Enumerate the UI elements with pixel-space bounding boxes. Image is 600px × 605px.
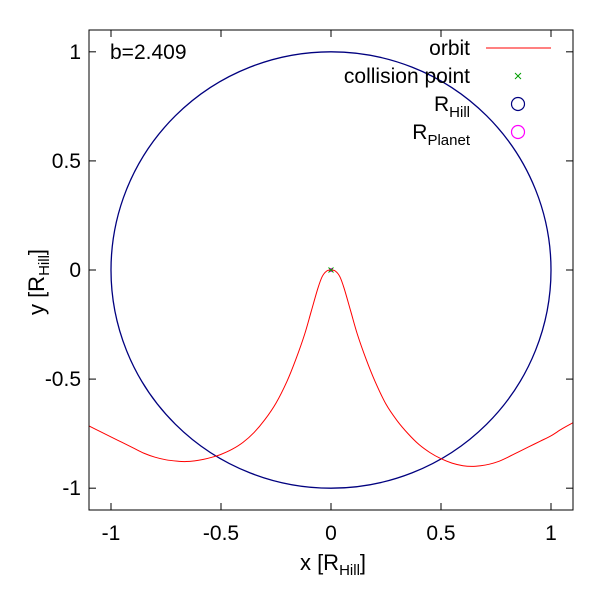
- y-tick-label: 0: [69, 259, 81, 282]
- legend-circle-sample: [510, 124, 526, 140]
- legend-label: RPlanet: [412, 121, 471, 149]
- legend-label: RHill: [434, 93, 470, 121]
- x-axis-label: x [RHill]: [300, 550, 366, 579]
- x-tick-label: 0.5: [426, 522, 455, 545]
- legend-label-sub: Planet: [427, 132, 470, 149]
- legend-item-collision: collision point: [344, 65, 522, 88]
- y-tick-label: -0.5: [45, 368, 81, 391]
- legend-item-planet: RPlanet: [412, 121, 526, 149]
- legend-label-sub: Hill: [449, 104, 470, 121]
- x-tick-label: -1: [102, 522, 121, 545]
- annotation-b: b=2.409: [110, 41, 187, 64]
- plot-content: [89, 51, 573, 489]
- legend-item-orbit: orbit: [429, 37, 551, 60]
- legend-label-main: R: [434, 93, 449, 116]
- legend-label-main: collision point: [344, 65, 470, 88]
- legend-label-main: R: [412, 121, 427, 144]
- legend-x-sample: [514, 72, 522, 80]
- y-tick-label: -1: [62, 477, 81, 500]
- x-tick-label: 1: [545, 522, 557, 545]
- y-tick-label: 0.5: [52, 150, 81, 173]
- x-tick-label: -0.5: [203, 522, 239, 545]
- legend-label: collision point: [344, 65, 470, 88]
- axis-ticks: -1 -0.5 0 0.5 1 1 0.5 0 -0.5 -1: [45, 30, 573, 545]
- y-axis-label: y [RHill]: [24, 249, 53, 315]
- hill-radius-circle: [110, 51, 552, 489]
- plot-area: [89, 51, 573, 489]
- legend-item-hill: RHill: [434, 93, 526, 121]
- legend-label: orbit: [429, 37, 470, 60]
- x-tick-label: 0: [325, 522, 337, 545]
- legend-circle-sample: [510, 96, 526, 112]
- collision-point-marker: [328, 267, 334, 273]
- y-tick-label: 1: [69, 41, 81, 64]
- legend-label-main: orbit: [429, 37, 470, 60]
- collision-point-stroke: [328, 267, 334, 273]
